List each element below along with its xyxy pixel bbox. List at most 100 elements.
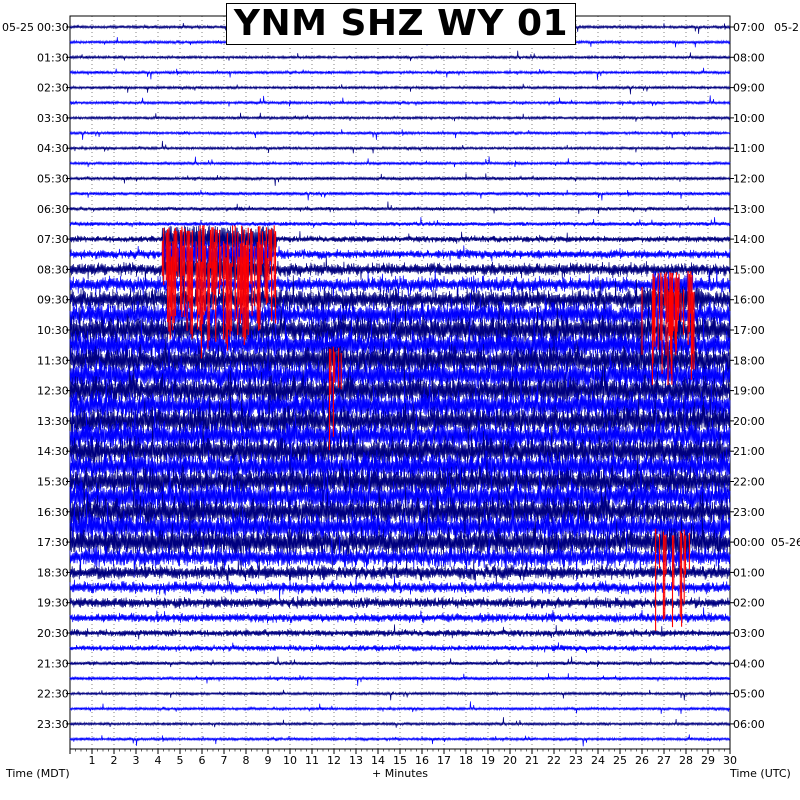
- right-axis-label: Time (UTC): [730, 767, 791, 780]
- left-time-label: 14:30: [37, 445, 69, 458]
- seismic-trace: [69, 576, 731, 600]
- left-time-label: 03:30: [37, 112, 69, 125]
- seismic-trace: [69, 268, 731, 301]
- seismic-trace: [69, 596, 731, 609]
- left-time-label: 04:30: [37, 142, 69, 155]
- right-time-label: 22:00: [733, 476, 765, 489]
- seismic-trace: [69, 255, 731, 284]
- seismic-trace: [69, 275, 731, 326]
- minute-label: 1: [89, 754, 96, 767]
- seismic-trace: [69, 301, 731, 361]
- minute-label: 13: [349, 754, 363, 767]
- seismic-trace: [69, 129, 731, 140]
- left-time-label: 02:30: [37, 82, 69, 95]
- right-time-label: 20:00: [733, 415, 765, 428]
- seismic-trace: [69, 225, 731, 254]
- minute-ticks: 1 2 3 4 5 6 7 8 9 10 11 12 13 14 15 16 17 18 19 20 21 22 23 24 2…: [69, 749, 737, 767]
- minute-label: 6: [199, 754, 206, 767]
- minute-label: 26: [635, 754, 649, 767]
- minute-label: 12: [327, 754, 341, 767]
- left-time-label: 23:30: [37, 718, 69, 731]
- seismic-trace: [69, 689, 731, 701]
- seismic-trace: [69, 499, 731, 561]
- left-time-label: 08:30: [37, 263, 69, 276]
- left-time-label: 22:30: [37, 688, 69, 701]
- minute-label: 24: [591, 754, 605, 767]
- seismic-trace: [69, 201, 731, 214]
- seismic-trace: [69, 451, 731, 513]
- minute-label: 15: [393, 754, 407, 767]
- right-time-label: 11:00: [733, 142, 765, 155]
- left-time-label: 07:30: [37, 233, 69, 246]
- minute-label: 5: [177, 754, 184, 767]
- seismic-trace: [69, 514, 731, 575]
- right-time-label: 18:00: [733, 354, 765, 367]
- seismic-trace: [69, 416, 731, 482]
- left-date-label: 05-25: [2, 21, 34, 34]
- right-date-label: 05-2: [774, 21, 799, 34]
- right-time-label: 15:00: [733, 263, 765, 276]
- x-axis-label: + Minutes: [372, 767, 429, 780]
- left-time-label: 00:30: [37, 21, 69, 34]
- left-time-label: 21:30: [37, 657, 69, 670]
- seismic-trace: [69, 50, 731, 62]
- seismic-trace: [69, 624, 731, 640]
- seismic-trace: [69, 476, 731, 542]
- right-time-label: 07:00: [733, 21, 765, 34]
- minute-label: 9: [265, 754, 272, 767]
- minute-label: 25: [613, 754, 627, 767]
- right-time-label: 23:00: [733, 506, 765, 519]
- minute-label: 28: [679, 754, 693, 767]
- left-time-label: 18:30: [37, 566, 69, 579]
- clipped-signal: [328, 346, 342, 451]
- right-time-label: 10:00: [733, 112, 765, 125]
- clipped-signal: [655, 528, 690, 631]
- clipped-signal: [169, 255, 269, 359]
- minute-label: 2: [111, 754, 118, 767]
- minute-label: 7: [221, 754, 228, 767]
- seismic-trace: [69, 156, 731, 168]
- seismic-traces: [69, 22, 731, 747]
- right-time-label: 12:00: [733, 173, 765, 186]
- right-time-label: 00:00: [733, 536, 765, 549]
- seismic-trace: [69, 390, 731, 455]
- right-time-label: 16:00: [733, 294, 765, 307]
- left-time-label: 05:30: [37, 173, 69, 186]
- clipped-signal: [641, 286, 695, 386]
- seismic-trace: [69, 217, 731, 228]
- right-time-label: 17:00: [733, 324, 765, 337]
- seismic-trace: [69, 345, 731, 411]
- seismic-trace: [69, 440, 731, 495]
- left-time-label: 01:30: [37, 51, 69, 64]
- right-time-label: 21:00: [733, 445, 765, 458]
- left-time-label: 19:30: [37, 597, 69, 610]
- seismic-trace: [69, 95, 731, 107]
- minute-label: 17: [437, 754, 451, 767]
- seismic-trace: [69, 607, 731, 624]
- seismic-trace: [69, 173, 731, 186]
- minute-label: 27: [657, 754, 671, 767]
- left-time-label: 12:30: [37, 385, 69, 398]
- right-time-label: 09:00: [733, 82, 765, 95]
- left-time-label: 09:30: [37, 294, 69, 307]
- seismic-trace: [69, 701, 731, 714]
- seismic-trace: [69, 642, 731, 653]
- minute-label: 22: [547, 754, 561, 767]
- right-time-label: 06:00: [733, 718, 765, 731]
- seismic-trace: [69, 140, 731, 154]
- seismic-trace: [69, 67, 731, 80]
- seismic-trace: [69, 460, 731, 532]
- right-time-label: 02:00: [733, 597, 765, 610]
- seismic-trace: [69, 656, 731, 668]
- seismic-trace: [69, 402, 731, 469]
- left-time-label: 06:30: [37, 203, 69, 216]
- day-change-label: 05-26: [771, 536, 800, 549]
- right-time-label: 13:00: [733, 203, 765, 216]
- minute-label: 3: [133, 754, 140, 767]
- minute-label: 16: [415, 754, 429, 767]
- minute-label: 11: [305, 754, 319, 767]
- minute-label: 30: [723, 754, 737, 767]
- right-time-label: 04:00: [733, 657, 765, 670]
- seismic-trace: [69, 673, 731, 686]
- minute-label: 8: [243, 754, 250, 767]
